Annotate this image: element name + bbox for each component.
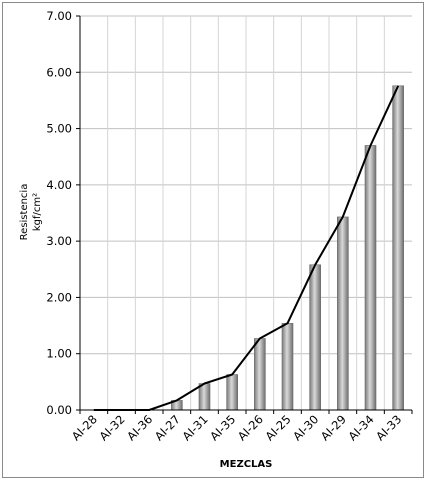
y-tick-label: 2.00: [46, 290, 72, 304]
x-tick-label: AI-34: [345, 412, 376, 443]
x-axis-title: MEZCLAS: [220, 459, 273, 470]
bar-series: [171, 85, 404, 411]
x-tick-label: AI-27: [152, 412, 183, 443]
y-tick-label: 0.00: [46, 403, 72, 417]
x-tick-label: AI-25: [262, 412, 293, 443]
x-tick-label: AI-26: [235, 412, 266, 443]
y-tick-labels: 0.00 1.00 2.00 3.00 4.00 5.00 6.00 7.00: [46, 9, 72, 417]
y-axis-title-line2: kgf/cm²: [32, 193, 43, 231]
chart-frame: [2, 2, 424, 478]
bar: [226, 374, 238, 411]
x-tick-labels: AI-28AI-32AI-36AI-27AI-31AI-35AI-26AI-25…: [69, 412, 404, 443]
x-tick-label: AI-35: [207, 412, 238, 443]
bar: [254, 338, 266, 411]
x-tick-label: AI-29: [318, 412, 349, 443]
y-tick-label: 6.00: [46, 65, 72, 79]
x-tick-label: AI-30: [290, 412, 321, 443]
bar: [198, 383, 211, 411]
bar: [392, 85, 404, 411]
gridlines: [80, 15, 412, 410]
y-tick-label: 1.00: [46, 347, 72, 361]
y-tick-label: 4.00: [46, 178, 72, 192]
x-tick-label: AI-36: [124, 412, 155, 443]
x-tick-label: AI-33: [373, 412, 404, 443]
axes: [76, 15, 413, 414]
x-tick-label: AI-32: [96, 412, 127, 443]
y-axis-title-line1: Resistencia: [19, 184, 30, 241]
bar: [337, 216, 349, 411]
y-tick-label: 3.00: [46, 234, 72, 248]
bar: [309, 264, 321, 411]
x-tick-label: AI-28: [69, 412, 100, 443]
y-tick-label: 5.00: [46, 122, 72, 136]
x-tick-label: AI-31: [179, 412, 210, 443]
bar: [281, 323, 294, 411]
bar: [364, 145, 377, 411]
y-tick-label: 7.00: [46, 9, 72, 23]
